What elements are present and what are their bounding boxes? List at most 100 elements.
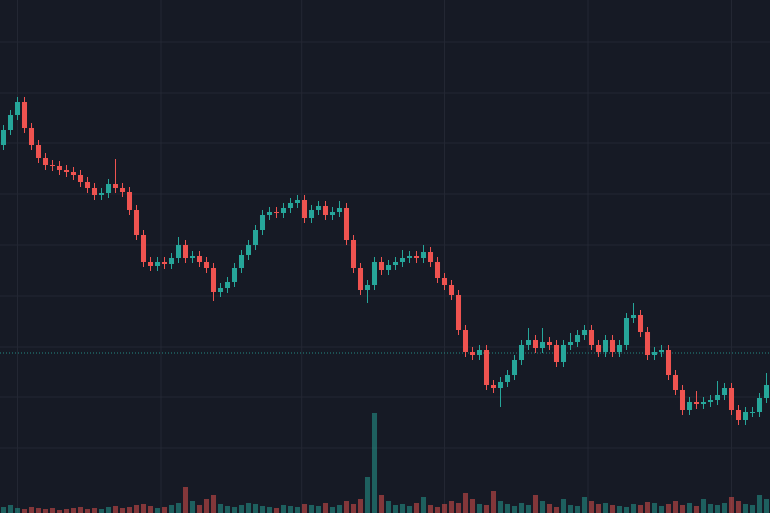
volume-bar: [21, 509, 28, 513]
volume-bar: [567, 505, 574, 513]
volume-bar: [112, 506, 119, 513]
candle-body: [504, 375, 511, 382]
candle-body: [322, 206, 329, 215]
volume-bar: [595, 504, 602, 513]
candle-body: [728, 388, 735, 410]
volume-bar: [406, 506, 413, 513]
volume-bar: [371, 413, 378, 513]
volume-bar: [735, 501, 742, 513]
candle-body: [203, 262, 210, 268]
candle-body: [392, 262, 399, 265]
volume-bar: [238, 505, 245, 513]
volume-bar: [609, 505, 616, 513]
candle-body: [175, 245, 182, 258]
candle-body: [301, 200, 308, 218]
volume-bar: [574, 506, 581, 513]
candle-body: [308, 210, 315, 218]
volume-bar: [686, 503, 693, 513]
candle-body: [602, 340, 609, 352]
candle-body: [644, 332, 651, 355]
candle-body: [329, 212, 336, 215]
candle-body: [539, 342, 546, 348]
volume-bar: [49, 508, 56, 513]
volume-bar: [308, 505, 315, 513]
candle-body: [126, 192, 133, 210]
candle-body: [7, 115, 14, 130]
candle-body: [518, 345, 525, 360]
candle-body: [378, 262, 385, 270]
volume-bar: [301, 504, 308, 513]
candle-body: [259, 215, 266, 230]
candle-body: [231, 268, 238, 282]
candle-body: [623, 318, 630, 345]
volume-bar: [623, 507, 630, 513]
volume-bar: [588, 501, 595, 513]
candle-body: [238, 255, 245, 268]
candle-body: [287, 203, 294, 208]
volume-bar: [560, 499, 567, 513]
candle-body: [350, 240, 357, 268]
candle-body: [91, 188, 98, 195]
volume-bar: [224, 506, 231, 513]
candle-body: [721, 388, 728, 395]
volume-bar: [644, 502, 651, 513]
volume-bar: [322, 503, 329, 513]
volume-bar: [385, 501, 392, 513]
candle-body: [217, 288, 224, 292]
volume-bar: [294, 507, 301, 513]
volume-bar: [448, 501, 455, 513]
candle-body: [616, 345, 623, 352]
candle-body: [35, 145, 42, 158]
candle-body: [294, 200, 301, 203]
candle-body: [21, 102, 28, 128]
volume-bar: [455, 503, 462, 513]
candle-body: [119, 188, 126, 192]
volume-bar: [518, 503, 525, 513]
candle-body: [98, 193, 105, 195]
candle-body: [133, 210, 140, 235]
candle-body: [420, 252, 427, 258]
candle-body: [14, 102, 21, 115]
candle-body: [28, 128, 35, 145]
candle-body: [357, 268, 364, 290]
volume-bar: [252, 504, 259, 513]
volume-bar: [420, 497, 427, 513]
candle-body: [455, 295, 462, 330]
volume-bar: [77, 507, 84, 513]
volume-bar: [602, 503, 609, 513]
volume-bar: [630, 504, 637, 513]
candle-body: [343, 208, 350, 240]
candle-body: [315, 206, 322, 210]
candle-body: [168, 258, 175, 264]
volume-bar: [217, 504, 224, 513]
volume-bar: [483, 505, 490, 513]
volume-bar: [511, 506, 518, 513]
candle-body: [0, 130, 7, 145]
volume-bar: [175, 503, 182, 513]
candle-body: [105, 184, 112, 193]
volume-bar: [42, 509, 49, 513]
candle-body: [427, 252, 434, 262]
volume-bar: [35, 508, 42, 513]
volume-bar: [63, 509, 70, 513]
volume-bar: [497, 501, 504, 513]
candle-body: [707, 400, 714, 402]
volume-bar: [357, 499, 364, 513]
volume-bar: [749, 505, 756, 513]
volume-bar: [287, 506, 294, 513]
volume-bar: [140, 504, 147, 513]
volume-bar: [28, 507, 35, 513]
volume-bar: [413, 503, 420, 513]
volume-bar: [329, 507, 336, 513]
candle-body: [658, 350, 665, 352]
volume-bar: [91, 508, 98, 513]
candle-body: [385, 265, 392, 270]
volume-bar: [343, 501, 350, 513]
candle-body: [56, 166, 63, 170]
candle-body: [553, 345, 560, 362]
candle-body: [532, 340, 539, 348]
candle-body: [182, 245, 189, 258]
candle-body: [651, 352, 658, 355]
candle-body: [462, 330, 469, 352]
